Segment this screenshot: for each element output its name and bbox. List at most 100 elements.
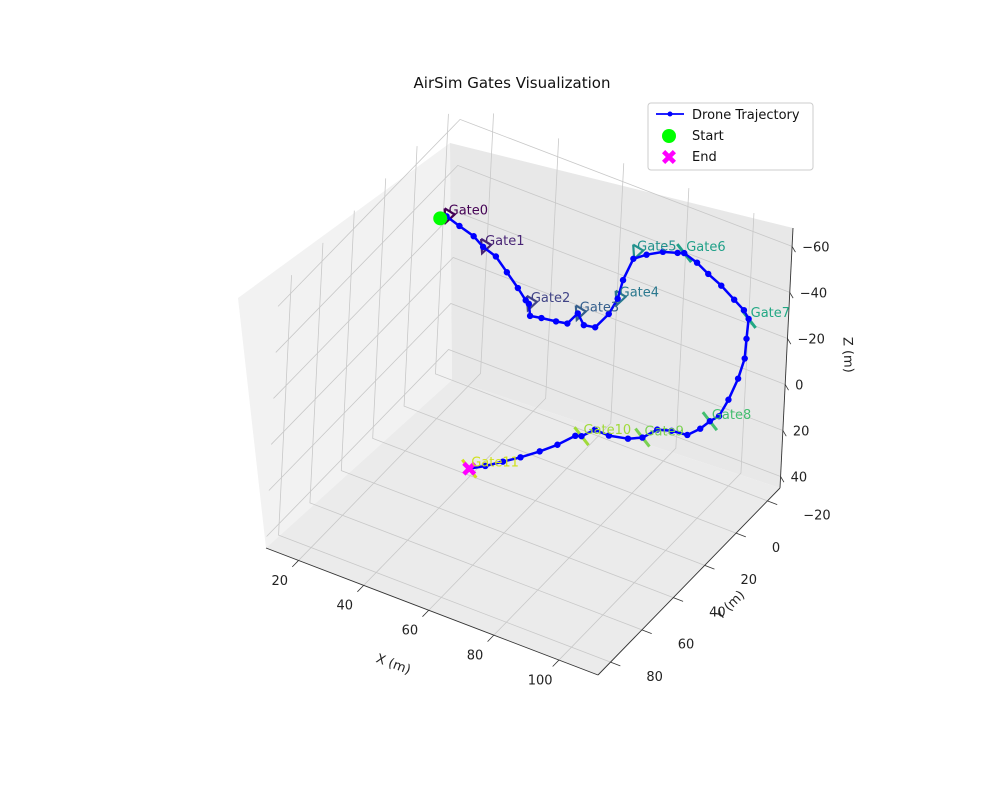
trajectory-point: [668, 427, 675, 434]
trajectory-point: [619, 276, 627, 284]
trajectory-point: [470, 233, 477, 240]
x-tick: [422, 609, 430, 617]
z-tick: [784, 384, 789, 391]
y-grid-line: [403, 146, 737, 534]
z-axis-line: [779, 227, 794, 489]
z-tick: [780, 476, 785, 483]
y-tick-label: 40: [709, 605, 726, 620]
gate-label: Gate4: [620, 286, 659, 301]
trajectory-point: [706, 418, 714, 425]
trajectory-point: [693, 259, 701, 266]
y-tick-label: 60: [678, 638, 695, 653]
trajectory-point: [578, 432, 585, 440]
x-grid-line: [428, 163, 625, 611]
x-grid-line: [558, 213, 755, 661]
x-shape: [462, 461, 477, 476]
trajectory-point: [580, 321, 588, 329]
tick-labels: 20 40 60 80 100 −20 0 20 40 60 80 −60 −40 −20 0 20 40: [271, 240, 830, 688]
trajectory-point: [538, 314, 545, 322]
y-tick: [610, 661, 621, 667]
trajectory-point: [745, 315, 752, 323]
trajectory-point: [730, 296, 738, 303]
z-tick-label: 40: [791, 470, 808, 485]
trajectory-point: [517, 454, 524, 461]
z-tick-label: −40: [800, 286, 827, 301]
legend-label-end: End: [692, 150, 717, 165]
gate-label: Gate9: [644, 425, 683, 440]
trajectory-point: [705, 270, 712, 278]
trajectory-point: [718, 282, 725, 289]
y-tick-label: 80: [646, 670, 663, 685]
trajectory-point: [525, 300, 533, 308]
trajectory-point: [572, 432, 579, 440]
y-grid-line: [309, 242, 643, 631]
y-tick: [735, 532, 746, 538]
trajectory-point: [740, 306, 748, 314]
trajectory-point: [725, 396, 732, 403]
trajectory-point: [674, 249, 681, 257]
z-grid-line: [268, 303, 784, 491]
z-tick-label: 20: [793, 424, 810, 439]
end-marker: [462, 461, 477, 476]
trajectory-point: [624, 435, 632, 442]
x-shape: [662, 150, 676, 164]
trajectory-point: [554, 441, 561, 448]
x-tick: [552, 659, 560, 667]
y-tick: [641, 629, 652, 634]
x-tick-label: 60: [402, 624, 419, 639]
trajectory-point: [526, 312, 534, 320]
floor-pane: [266, 380, 780, 675]
chart-title: AirSim Gates Visualization: [414, 74, 611, 92]
legend-label-trajectory: Drone Trajectory: [692, 108, 800, 123]
legend-end-swatch: [662, 150, 676, 164]
x-axis-line: [265, 547, 599, 676]
trajectory-point: [734, 375, 742, 382]
trajectory-point: [564, 320, 571, 327]
trajectory-point: [697, 425, 704, 432]
trajectory-point: [630, 255, 637, 262]
trajectory-point: [536, 448, 543, 455]
z-axis-label: Z (m): [839, 337, 855, 373]
gate-label: Gate11: [471, 456, 519, 471]
z-tick: [789, 292, 794, 299]
trajectory-point: [654, 426, 661, 433]
trajectory-point: [574, 310, 581, 317]
z-grid-line: [270, 256, 786, 445]
trajectory-point: [643, 251, 650, 258]
axes-edges: [265, 227, 794, 676]
gate-label: Gate7: [751, 306, 790, 321]
trajectory-point: [605, 310, 612, 318]
x-tick-label: 100: [528, 673, 553, 688]
y-grid-line: [435, 113, 768, 502]
z-tick: [791, 246, 796, 253]
legend-label-start: Start: [692, 129, 724, 144]
x-tick-label: 40: [337, 599, 354, 614]
trajectory-point: [503, 269, 511, 276]
y-tick: [767, 500, 778, 506]
gate-label: Gate5: [637, 240, 676, 255]
trajectory-point: [499, 458, 507, 465]
trajectory-point: [605, 432, 613, 439]
gate-marker: [632, 243, 646, 262]
trajectory-point: [492, 253, 500, 260]
legend: Drone Trajectory Start End: [647, 102, 814, 171]
gate-label: Gate6: [686, 240, 725, 255]
y-tick-label: 0: [772, 541, 780, 556]
gate-label: Gate1: [485, 234, 524, 249]
z-tick: [787, 338, 792, 345]
y-grid-line: [340, 210, 674, 598]
trajectory-point: [681, 249, 688, 257]
x-tick: [357, 585, 364, 593]
legend-box: [647, 102, 814, 171]
gate-label: Gate3: [580, 300, 619, 315]
z-tick-label: −20: [797, 332, 824, 347]
trajectory-point: [659, 248, 667, 256]
grid-lines: [266, 113, 793, 663]
trajectory-point: [552, 318, 560, 325]
x-tick-label: 80: [467, 649, 484, 664]
trajectory-point: [456, 222, 463, 230]
y-tick-label: −20: [803, 509, 830, 524]
trajectory-point: [591, 324, 599, 331]
x-axis-label: X (m): [374, 651, 413, 678]
